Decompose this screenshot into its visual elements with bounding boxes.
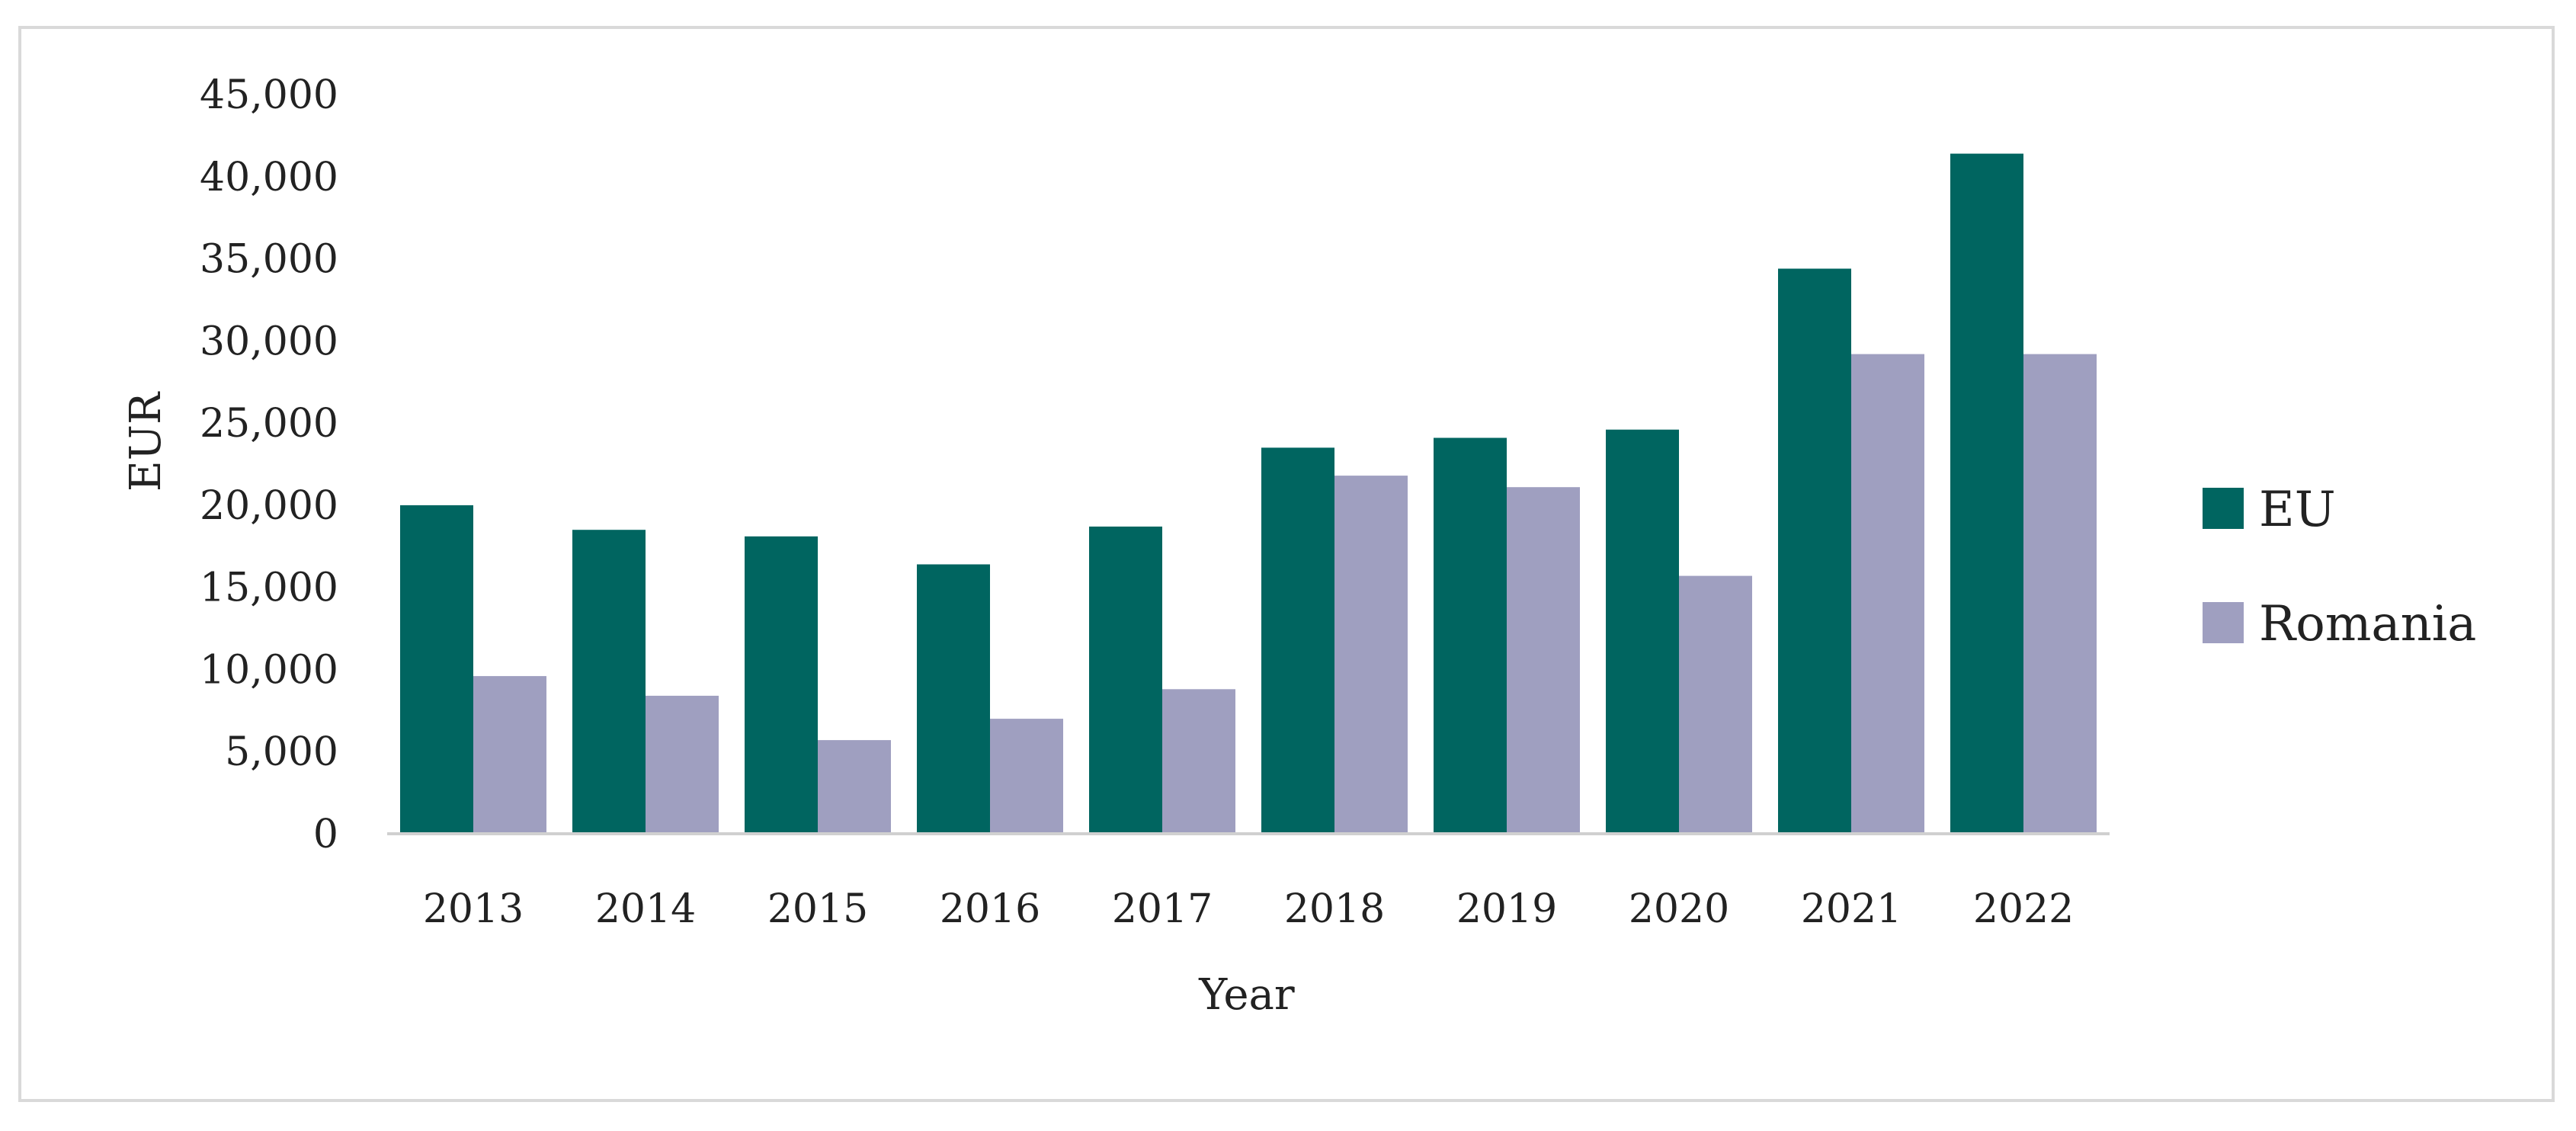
y-tick-label: 15,000 xyxy=(200,566,338,611)
x-tick-label: 2014 xyxy=(595,886,696,932)
bar-eu-2019 xyxy=(1434,437,1507,834)
y-tick-label: 35,000 xyxy=(200,237,338,283)
bar-romania-2013 xyxy=(473,676,546,834)
x-tick-label: 2018 xyxy=(1284,886,1385,932)
y-tick-label: 0 xyxy=(313,812,338,857)
bar-romania-2021 xyxy=(1851,354,1924,835)
y-tick-label: 30,000 xyxy=(200,319,338,364)
bar-romania-2018 xyxy=(1334,476,1408,834)
x-tick-labels: 2013 2014 2015 2016 2017 2018 2019 2020 2021 2022 xyxy=(423,886,2074,932)
bar-eu-2018 xyxy=(1261,447,1334,834)
bar-eu-2016 xyxy=(917,564,990,834)
bar-eu-2017 xyxy=(1089,526,1162,834)
bar-romania-2017 xyxy=(1162,689,1235,834)
bar-eu-2020 xyxy=(1606,429,1679,834)
legend: EU Romania xyxy=(2203,482,2476,652)
x-tick-label: 2017 xyxy=(1112,886,1213,932)
legend-swatch-romania xyxy=(2203,602,2244,643)
bar-romania-2016 xyxy=(990,719,1063,834)
bar-romania-2020 xyxy=(1679,575,1752,834)
y-tick-label: 40,000 xyxy=(200,155,338,200)
y-axis-title: EUR xyxy=(121,391,171,492)
bars-group xyxy=(400,153,2097,835)
legend-swatch-eu xyxy=(2203,488,2244,529)
bar-eu-2015 xyxy=(745,536,818,834)
bar-romania-2019 xyxy=(1507,487,1580,834)
y-tick-label: 10,000 xyxy=(200,647,338,693)
x-axis-title: Year xyxy=(1198,970,1295,1020)
y-tick-label: 25,000 xyxy=(200,401,338,447)
y-tick-label: 45,000 xyxy=(200,72,338,118)
x-tick-label: 2013 xyxy=(423,886,524,932)
bar-romania-2022 xyxy=(2023,354,2097,835)
legend-label-romania: Romania xyxy=(2259,596,2476,652)
y-tick-label: 5,000 xyxy=(225,729,338,775)
bar-eu-2014 xyxy=(572,530,646,834)
x-tick-label: 2019 xyxy=(1456,886,1557,932)
bar-eu-2021 xyxy=(1778,268,1851,834)
legend-label-eu: EU xyxy=(2259,482,2336,538)
y-tick-labels: 0 5,000 10,000 15,000 20,000 25,000 30,000 35,0… xyxy=(200,72,338,857)
x-tick-label: 2020 xyxy=(1629,886,1729,932)
x-tick-label: 2016 xyxy=(940,886,1040,932)
bar-romania-2015 xyxy=(818,740,891,834)
bar-romania-2014 xyxy=(646,695,719,834)
bar-eu-2022 xyxy=(1950,153,2023,835)
x-tick-label: 2021 xyxy=(1801,886,1902,932)
x-tick-label: 2015 xyxy=(767,886,868,932)
bar-eu-2013 xyxy=(400,505,473,834)
y-tick-label: 20,000 xyxy=(200,483,338,529)
x-tick-label: 2022 xyxy=(1973,886,2074,932)
